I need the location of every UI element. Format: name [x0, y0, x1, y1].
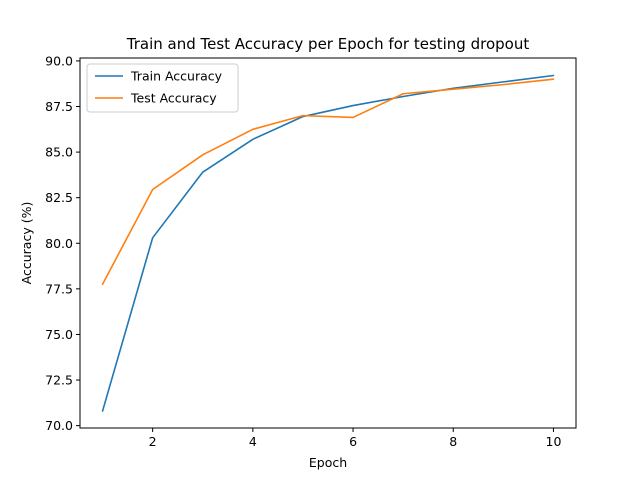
- y-axis-label: Accuracy (%): [19, 202, 34, 285]
- y-tick-label: 77.5: [45, 281, 73, 296]
- x-axis-ticks: 2 4 6 8 10: [149, 428, 562, 449]
- y-tick-label: 80.0: [45, 236, 73, 251]
- chart-title: Train and Test Accuracy per Epoch for te…: [126, 35, 530, 53]
- x-axis-label: Epoch: [309, 455, 347, 470]
- x-tick-label: 10: [546, 434, 562, 449]
- series-line-train: [101, 74, 555, 412]
- y-axis-ticks: 70.0 72.5 75.0 77.5 80.0 82.5 85.0 87.5 90.0: [45, 53, 80, 433]
- legend-box: [86, 63, 239, 113]
- x-tick-label: 2: [149, 434, 157, 449]
- x-tick-label: 6: [349, 434, 357, 449]
- series-lines: [101, 74, 555, 412]
- y-tick-label: 70.0: [45, 418, 73, 433]
- y-tick-label: 82.5: [45, 190, 73, 205]
- series-line-test: [101, 78, 555, 286]
- x-tick-label: 4: [249, 434, 257, 449]
- legend-label: Train Accuracy: [130, 69, 223, 84]
- y-tick-label: 90.0: [45, 53, 73, 68]
- legend-label: Test Accuracy: [130, 91, 217, 106]
- plot-area: 2 4 6 8 10 70.0 72.5 75.0 77.5 80.0 82.5 85.0 87.5 9…: [45, 53, 577, 449]
- y-tick-label: 85.0: [45, 145, 73, 160]
- legend: Train Accuracy Test Accuracy: [86, 63, 239, 113]
- y-tick-label: 87.5: [45, 99, 73, 114]
- x-tick-label: 8: [449, 434, 457, 449]
- y-tick-label: 75.0: [45, 327, 73, 342]
- y-tick-label: 72.5: [45, 373, 73, 388]
